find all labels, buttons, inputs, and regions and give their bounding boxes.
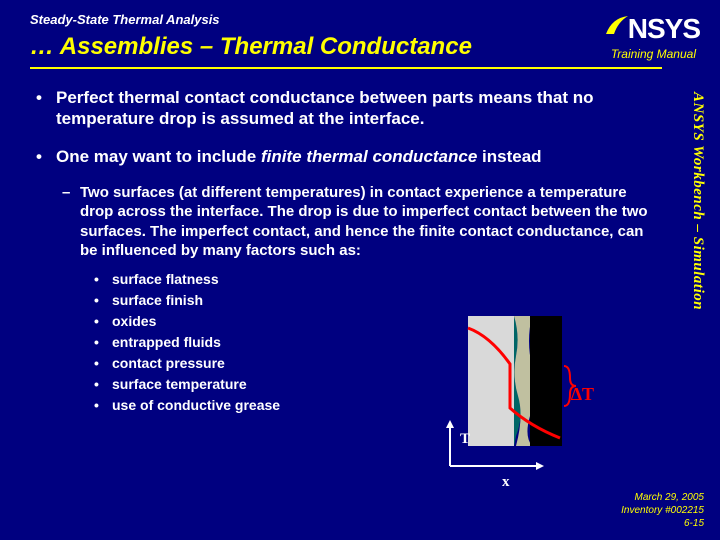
bullet-level3: •surface finish [94, 292, 648, 308]
footer: March 29, 2005 Inventory #002215 6-15 [621, 491, 704, 530]
bullet-text: oxides [112, 313, 156, 329]
bullet-text: contact pressure [112, 355, 225, 371]
bullet-dot-icon: • [94, 313, 112, 329]
bullet-dot-icon: • [94, 271, 112, 287]
page-title: … Assemblies – Thermal Conductance [30, 33, 604, 61]
thermal-diagram: T x ΔT [420, 316, 600, 496]
bullet-level2: – Two surfaces (at different temperature… [62, 183, 648, 261]
bullet-dot-icon: • [36, 146, 56, 167]
axis-label-t: T [460, 431, 470, 448]
header-left: Steady-State Thermal Analysis … Assembli… [30, 12, 604, 61]
side-label: ANSYS Workbench – Simulation [689, 92, 706, 310]
bullet-text: Perfect thermal contact conductance betw… [56, 87, 648, 130]
bullet-dot-icon: • [94, 397, 112, 413]
bullet-level1: • Perfect thermal contact conductance be… [36, 87, 648, 130]
bullet-dot-icon: • [36, 87, 56, 130]
bullet-text: entrapped fluids [112, 334, 221, 350]
bullet-bold: Perfect thermal contact conductance [56, 88, 355, 107]
logo-text: NSYS [628, 13, 700, 45]
bullet-text: surface flatness [112, 271, 219, 287]
bullet-dot-icon: • [94, 292, 112, 308]
bullet-text: surface finish [112, 292, 203, 308]
bullet-dot-icon: • [94, 376, 112, 392]
content: • Perfect thermal contact conductance be… [0, 69, 720, 413]
footer-date: March 29, 2005 [621, 491, 704, 504]
subtitle: Steady-State Thermal Analysis [30, 12, 604, 27]
bullet-italic: finite thermal conductance [261, 147, 477, 166]
axis-label-x: x [502, 474, 510, 491]
bullet-text: surface temperature [112, 376, 247, 392]
bullet-post: instead [477, 147, 541, 166]
bullet-text: use of conductive grease [112, 397, 280, 413]
bullet-dot-icon: • [94, 334, 112, 350]
delta-t-label: ΔT [571, 384, 594, 405]
header-right: NSYS Training Manual [604, 12, 700, 61]
bullet-level1: • One may want to include finite thermal… [36, 146, 648, 167]
logo: NSYS [604, 12, 700, 45]
logo-swoosh-icon [604, 12, 630, 38]
bullet-level3: •surface flatness [94, 271, 648, 287]
footer-inventory: Inventory #002215 [621, 504, 704, 517]
bullet-dash-icon: – [62, 183, 80, 261]
bullet-text: One may want to include finite thermal c… [56, 146, 542, 167]
bullet-text: Two surfaces (at different temperatures)… [80, 183, 648, 261]
header: Steady-State Thermal Analysis … Assembli… [0, 0, 720, 61]
footer-page: 6-15 [621, 517, 704, 530]
training-label: Training Manual [611, 47, 696, 61]
bullet-pre: One may want to include [56, 147, 261, 166]
bullet-dot-icon: • [94, 355, 112, 371]
